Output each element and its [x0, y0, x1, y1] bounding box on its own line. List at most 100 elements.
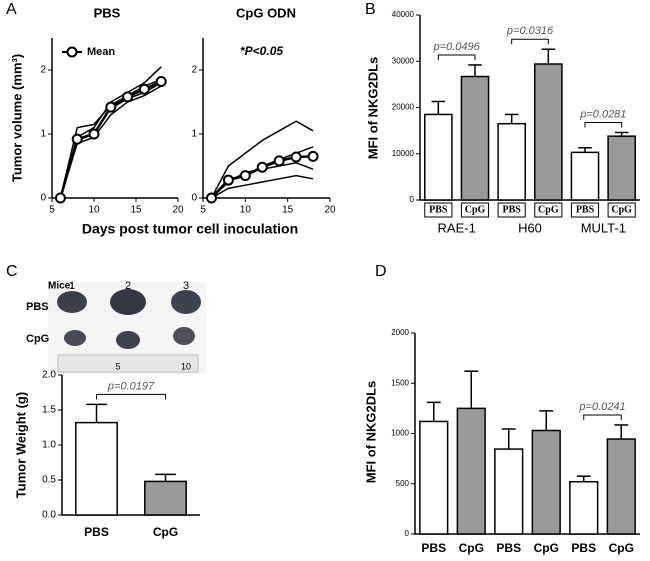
bar: [534, 63, 563, 201]
category-box: [424, 202, 453, 218]
y-tick-label: 0: [40, 193, 46, 204]
photo-header: Mice:: [48, 281, 74, 292]
mean-marker: [239, 170, 251, 182]
p-value: p=0.0197: [107, 380, 155, 392]
panel-label: B: [365, 1, 376, 18]
category-box: [460, 202, 490, 218]
x-tick-label: PBS: [502, 204, 521, 215]
bar: [570, 151, 600, 201]
x-axis-label: Days post tumor cell inoculation: [82, 221, 298, 237]
mouse-label: 2: [125, 280, 131, 292]
x-tick-label: 15: [282, 205, 294, 216]
y-axis-label: MFI of NKG2DLs: [365, 57, 380, 160]
ruler: [57, 354, 199, 373]
bar: [424, 113, 453, 201]
bar: [606, 438, 636, 535]
ruler-label: 5: [115, 361, 120, 371]
mouse-label: 3: [183, 280, 189, 292]
y-tick-label: 0.5: [42, 475, 56, 486]
legend-marker: [66, 46, 78, 58]
category-box: [607, 202, 636, 218]
x-tick-label: 20: [172, 205, 184, 216]
x-tick-label: 5: [49, 205, 55, 216]
y-axis-label: Tumor volume (mm³): [9, 54, 24, 182]
y-tick-label: 500: [396, 479, 410, 488]
category-box: [570, 202, 600, 218]
p-value: p=0.0316: [506, 25, 554, 37]
x-tick-label: CpG: [538, 204, 559, 215]
x-tick-label: CpG: [153, 525, 178, 539]
x-tick-label: CpG: [465, 204, 486, 215]
p-value: p=0.0496: [433, 41, 481, 53]
mean-marker: [155, 76, 167, 88]
x-tick-label: CpG: [459, 541, 484, 555]
bar: [75, 421, 118, 516]
y-tick-label: 0.0: [42, 510, 56, 521]
mean-marker: [273, 155, 285, 167]
panel-label: D: [375, 263, 387, 280]
y-tick-label: 1.0: [42, 440, 56, 451]
y-tick-label: 1000: [391, 429, 409, 438]
y-tick-label: 0: [410, 195, 415, 204]
y-tick-label: 30000: [392, 56, 415, 65]
tumor: [173, 327, 195, 345]
significance-bracket: [584, 121, 623, 128]
significance-bracket: [583, 414, 622, 420]
axis-line: [202, 38, 330, 199]
y-tick-label: 20000: [392, 103, 415, 112]
row-label: PBS: [26, 301, 49, 313]
mean-marker: [88, 128, 100, 140]
bar: [497, 122, 526, 201]
y-tick-label: 40000: [392, 10, 415, 19]
bar: [460, 75, 490, 201]
bar: [531, 429, 561, 535]
bar: [144, 480, 187, 516]
ruler-label: 10: [181, 361, 191, 371]
chart-title: CpG ODN: [236, 5, 296, 20]
x-tick-label: PBS: [429, 204, 448, 215]
mean-marker: [138, 83, 150, 95]
tumor-photo: Mice: 1 2 3 PBS CpG 5 10: [26, 280, 206, 374]
y-tick-label: 2: [40, 65, 46, 76]
significance-bracket: [96, 393, 166, 400]
mean-marker: [205, 192, 217, 204]
x-tick-label: 5: [200, 205, 206, 216]
y-tick-label: 2.0: [42, 370, 56, 381]
tumor: [64, 330, 86, 346]
y-tick-label: 1500: [391, 378, 409, 387]
tumor: [57, 291, 87, 313]
row-label: CpG: [26, 333, 49, 345]
y-tick-label: 1: [191, 129, 197, 140]
axis-line: [51, 38, 178, 199]
significance-bracket: [511, 38, 549, 45]
mean-marker: [105, 101, 117, 113]
y-tick-label: 2000: [391, 328, 409, 337]
x-tick-label: CpG: [611, 204, 632, 215]
bar: [456, 407, 486, 535]
x-tick-label: 10: [88, 205, 100, 216]
x-tick-label: PBS: [84, 525, 109, 539]
mean-marker: [54, 192, 66, 204]
chart-title: PBS: [94, 5, 121, 20]
mean-marker: [307, 150, 319, 162]
mean-marker: [256, 161, 268, 173]
group-label: MULT-1: [581, 220, 626, 235]
panel-label: A: [6, 1, 17, 18]
mouse-label: 1: [69, 280, 75, 292]
x-tick-label: 20: [324, 205, 336, 216]
group-label: RAE-1: [438, 220, 476, 235]
series-line: [211, 174, 314, 199]
panel-label: C: [6, 263, 18, 280]
y-tick-label: 10000: [392, 149, 415, 158]
y-tick-label: 1: [40, 129, 46, 140]
tumor: [116, 331, 140, 349]
significance-bracket: [437, 54, 476, 60]
bar: [607, 135, 636, 201]
p-value: p=0.0281: [579, 108, 626, 120]
tumor: [110, 289, 146, 315]
x-tick-label: PBS: [421, 541, 446, 555]
y-tick-label: 1.5: [42, 405, 56, 416]
x-tick-label: PBS: [496, 541, 521, 555]
mean-marker: [222, 174, 234, 186]
